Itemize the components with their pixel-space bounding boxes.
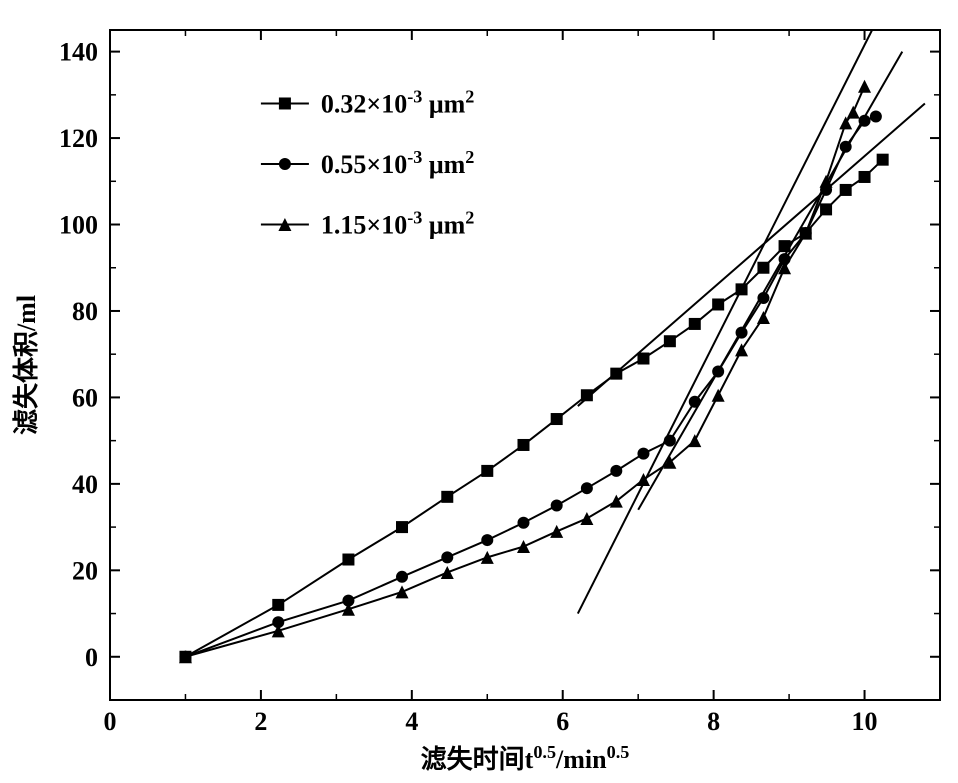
triangle-marker-icon xyxy=(481,551,494,564)
y-tick-label: 80 xyxy=(72,297,98,326)
circle-marker-icon xyxy=(610,465,622,477)
y-tick-label: 0 xyxy=(85,643,98,672)
circle-marker-icon xyxy=(581,482,593,494)
triangle-marker-icon xyxy=(712,389,725,402)
square-marker-icon xyxy=(342,554,354,566)
square-marker-icon xyxy=(396,521,408,533)
legend-label-s2: 0.55×10-3 μm2 xyxy=(321,147,474,179)
square-marker-icon xyxy=(637,353,649,365)
fit-line-s2 xyxy=(638,52,902,510)
square-marker-icon xyxy=(551,413,563,425)
series-line-s1 xyxy=(185,160,882,657)
y-tick-label: 140 xyxy=(59,38,98,67)
triangle-marker-icon xyxy=(580,512,593,525)
square-marker-icon xyxy=(272,599,284,611)
plot-content xyxy=(179,30,925,663)
square-marker-icon xyxy=(820,203,832,215)
triangle-marker-icon xyxy=(272,624,285,637)
x-tick-label: 8 xyxy=(707,707,720,736)
circle-marker-icon xyxy=(441,551,453,563)
fit-line-s3 xyxy=(578,30,872,614)
square-marker-icon xyxy=(517,439,529,451)
filtration-chart: 0246810020406080100120140滤失时间t0.5/min0.5… xyxy=(0,0,958,783)
circle-marker-icon xyxy=(870,110,882,122)
y-tick-label: 100 xyxy=(59,211,98,240)
x-axis-title: 滤失时间t0.5/min0.5 xyxy=(421,742,630,774)
square-marker-icon xyxy=(441,491,453,503)
plot-frame xyxy=(110,30,940,700)
y-tick-label: 60 xyxy=(72,383,98,412)
square-marker-icon xyxy=(877,154,889,166)
fit-line-s1 xyxy=(578,103,925,406)
triangle-marker-icon xyxy=(688,434,701,447)
x-tick-label: 0 xyxy=(104,707,117,736)
x-tick-label: 2 xyxy=(254,707,267,736)
square-marker-icon xyxy=(757,262,769,274)
y-tick-label: 120 xyxy=(59,124,98,153)
triangle-marker-icon xyxy=(396,585,409,598)
square-marker-icon xyxy=(689,318,701,330)
y-tick-label: 20 xyxy=(72,556,98,585)
x-tick-label: 6 xyxy=(556,707,569,736)
triangle-marker-icon xyxy=(858,80,871,93)
circle-marker-icon xyxy=(279,158,291,170)
legend-label-s3: 1.15×10-3 μm2 xyxy=(321,208,474,240)
square-marker-icon xyxy=(664,335,676,347)
legend-label-s1: 0.32×10-3 μm2 xyxy=(321,86,474,118)
series-line-s3 xyxy=(185,86,864,657)
triangle-marker-icon xyxy=(757,311,770,324)
x-tick-label: 4 xyxy=(405,707,418,736)
triangle-marker-icon xyxy=(517,540,530,553)
circle-marker-icon xyxy=(637,448,649,460)
square-marker-icon xyxy=(859,171,871,183)
circle-marker-icon xyxy=(396,571,408,583)
y-tick-label: 40 xyxy=(72,470,98,499)
triangle-marker-icon xyxy=(342,603,355,616)
circle-marker-icon xyxy=(517,517,529,529)
square-marker-icon xyxy=(481,465,493,477)
square-marker-icon xyxy=(279,97,291,109)
circle-marker-icon xyxy=(481,534,493,546)
triangle-marker-icon xyxy=(550,525,563,538)
triangle-marker-icon xyxy=(847,106,860,119)
triangle-marker-icon xyxy=(441,566,454,579)
circle-marker-icon xyxy=(551,499,563,511)
series-line-s2 xyxy=(185,116,875,656)
x-tick-label: 10 xyxy=(852,707,878,736)
triangle-marker-icon xyxy=(735,343,748,356)
y-axis-title: 滤失体积/ml xyxy=(12,295,41,435)
square-marker-icon xyxy=(712,298,724,310)
square-marker-icon xyxy=(840,184,852,196)
